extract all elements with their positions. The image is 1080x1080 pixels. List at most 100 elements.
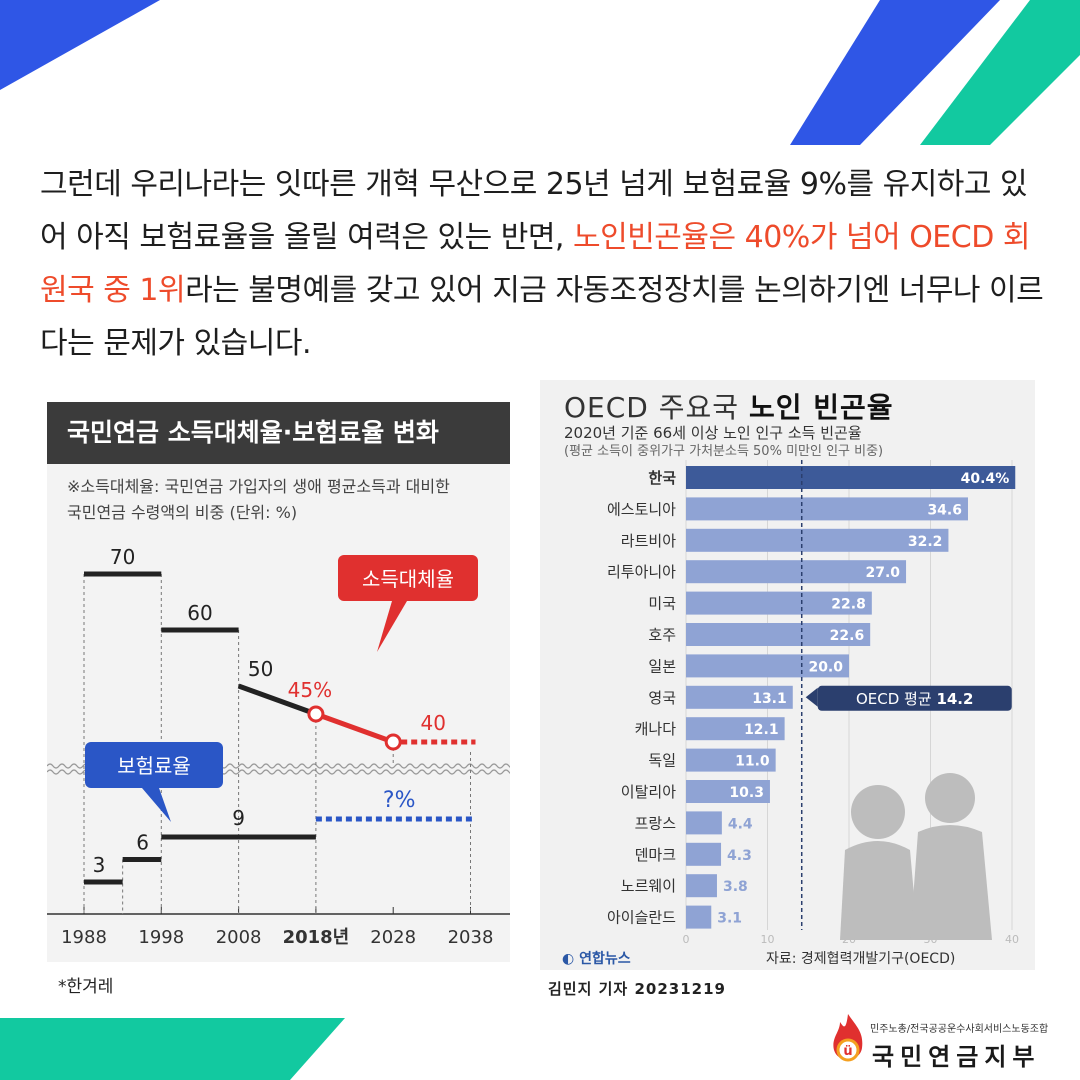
bottom-left-stripe bbox=[0, 1018, 345, 1080]
bar bbox=[686, 811, 722, 835]
right-chart-subtitle-2: (평균 소득이 중위가구 가처분소득 50% 미만인 인구 비중) bbox=[564, 444, 884, 459]
callout-replacement-label: 소득대체율 bbox=[362, 567, 454, 591]
pension-rate-chart: 1988 1998 2008 2018년 2028 2038 70 60 50 45% 40 소득대체… bbox=[47, 402, 510, 962]
value-label: 10.3 bbox=[729, 785, 764, 801]
poverty-chart-svg: 010203040한국40.4%에스토니아34.6라트비아32.2리투아니아27… bbox=[607, 460, 1019, 946]
bar bbox=[686, 874, 717, 898]
oecd-average-badge bbox=[817, 685, 1012, 711]
replacement-point-2018 bbox=[307, 705, 325, 723]
bar bbox=[686, 591, 872, 615]
brand-logo: ◐ 연합뉴스 bbox=[562, 948, 631, 968]
pension-chart-svg: 1988 1998 2008 2018년 2028 2038 70 60 50 45% 40 소득대체… bbox=[47, 545, 510, 948]
category-label: 영국 bbox=[648, 689, 676, 707]
insurance-label: 9 bbox=[232, 806, 245, 830]
replacement-label: 45% bbox=[288, 678, 332, 702]
value-label: 22.6 bbox=[830, 628, 865, 644]
category-label: 에스토니아 bbox=[607, 500, 676, 518]
title-bold: 노인 빈곤율 bbox=[748, 391, 894, 424]
callout-replacement-box bbox=[338, 555, 478, 601]
left-chart-note: ※소득대체율: 국민연금 가입자의 생애 평균소득과 대비한 국민연금 수령액의… bbox=[67, 474, 507, 526]
right-source: 자료: 경제협력개발기구(OECD) bbox=[766, 951, 956, 967]
intro-text-1: 그런데 우리나라는 잇따른 개혁 무산으로 25년 넘게 보험료율 9%를 유지… bbox=[40, 167, 1028, 255]
bar bbox=[686, 623, 871, 646]
bar bbox=[686, 780, 770, 803]
note-line-2: 국민연금 수령액의 비중 (단위: %) bbox=[67, 503, 298, 522]
insurance-label: 3 bbox=[93, 853, 106, 877]
category-label: 라트비아 bbox=[621, 532, 676, 550]
x-tick-label: 1998 bbox=[138, 927, 184, 948]
value-label: 34.6 bbox=[927, 502, 962, 518]
right-chart-title: OECD 주요국 노인 빈곤율 bbox=[564, 386, 894, 426]
union-name: 국민연금지부 bbox=[872, 1043, 1041, 1071]
flame-logo-icon: ü bbox=[833, 1014, 863, 1062]
x-tick-label: 40 bbox=[1005, 933, 1019, 946]
replacement-label: 40 bbox=[420, 711, 445, 735]
callout-insurance-box bbox=[85, 742, 223, 788]
top-left-stripe bbox=[0, 0, 160, 90]
bar bbox=[686, 654, 849, 678]
left-source: *한겨레 bbox=[58, 977, 114, 997]
oecd-average-pointer bbox=[805, 687, 818, 707]
value-label: 4.4 bbox=[728, 816, 753, 832]
union-name-small: 민주노총/전국공공운수사회서비스노동조합 bbox=[870, 1024, 1049, 1035]
poverty-rate-chart: 010203040한국40.4%에스토니아34.6라트비아32.2리투아니아27… bbox=[540, 380, 1035, 970]
bar bbox=[686, 528, 949, 552]
title-light: OECD 주요국 bbox=[564, 391, 749, 424]
category-label: 미국 bbox=[648, 595, 676, 613]
svg-text:ü: ü bbox=[843, 1044, 852, 1059]
replacement-label: 50 bbox=[248, 657, 273, 681]
left-chart-title: 국민연금 소득대체율·보험료율 변화 bbox=[47, 402, 510, 464]
category-label: 프랑스 bbox=[635, 814, 677, 832]
elderly-silhouette-icon bbox=[840, 773, 992, 940]
category-label: 캐나다 bbox=[635, 720, 677, 738]
category-label: 독일 bbox=[648, 752, 676, 770]
brand-icon: ◐ bbox=[562, 951, 575, 967]
category-label: 덴마크 bbox=[635, 846, 676, 864]
category-label: 일본 bbox=[648, 657, 676, 675]
callout-insurance-label: 보험료율 bbox=[117, 754, 191, 778]
bar bbox=[686, 685, 793, 709]
value-label: 32.2 bbox=[908, 534, 943, 550]
callout-replacement-pointer bbox=[377, 601, 407, 652]
replacement-slope-2018 bbox=[315, 711, 395, 745]
bar bbox=[686, 466, 1016, 489]
replacement-label: 60 bbox=[187, 601, 212, 625]
x-tick-label: 2028 bbox=[370, 927, 416, 948]
x-tick-label: 2008 bbox=[216, 927, 262, 948]
x-tick-label: 0 bbox=[683, 933, 690, 946]
reporter-byline: 김민지 기자 20231219 bbox=[548, 980, 726, 998]
x-tick-label: 1988 bbox=[61, 927, 107, 948]
x-tick-label: 2018년 bbox=[283, 927, 350, 948]
bar bbox=[686, 842, 722, 866]
value-label: 20.0 bbox=[808, 659, 843, 675]
top-right-blue-stripe bbox=[790, 0, 1000, 145]
insurance-label: ?% bbox=[383, 788, 416, 813]
replacement-point-2028 bbox=[384, 733, 402, 751]
intro-highlight: 노인빈곤율은 40%가 넘어 OECD 회원국 중 1위 bbox=[40, 220, 1030, 308]
callout-insurance-pointer bbox=[142, 788, 171, 822]
category-label: 한국 bbox=[648, 469, 676, 487]
brand-name: 연합뉴스 bbox=[579, 951, 631, 967]
category-label: 이탈리아 bbox=[621, 783, 676, 801]
value-label: 27.0 bbox=[866, 565, 901, 581]
replacement-label: 70 bbox=[110, 545, 135, 569]
right-chart-subtitle: 2020년 기준 66세 이상 노인 인구 소득 빈곤율 bbox=[564, 424, 862, 442]
value-label: 3.8 bbox=[723, 879, 748, 895]
value-label: 13.1 bbox=[752, 691, 787, 707]
value-label: 4.3 bbox=[727, 848, 752, 864]
oecd-average-label: OECD 평균 14.2 bbox=[856, 690, 973, 708]
bar bbox=[686, 748, 776, 772]
value-label: 11.0 bbox=[735, 754, 770, 770]
category-label: 아이슬란드 bbox=[607, 909, 676, 927]
intro-text-2: 라는 불명예를 갖고 있어 지금 자동조정장치를 논의하기엔 너무나 이르다는 … bbox=[40, 273, 1044, 361]
value-label: 40.4% bbox=[961, 471, 1010, 487]
category-label: 노르웨이 bbox=[621, 877, 676, 895]
replacement-slope-2008 bbox=[237, 683, 317, 717]
intro-paragraph: 그런데 우리나라는 잇따른 개혁 무산으로 25년 넘게 보험료율 9%를 유지… bbox=[40, 158, 1050, 370]
x-tick-label: 2038 bbox=[448, 927, 494, 948]
x-tick-label: 10 bbox=[761, 933, 775, 946]
value-label: 22.8 bbox=[831, 597, 866, 613]
insurance-label: 6 bbox=[136, 831, 149, 855]
note-line-1: ※소득대체율: 국민연금 가입자의 생애 평균소득과 대비한 bbox=[67, 477, 450, 496]
